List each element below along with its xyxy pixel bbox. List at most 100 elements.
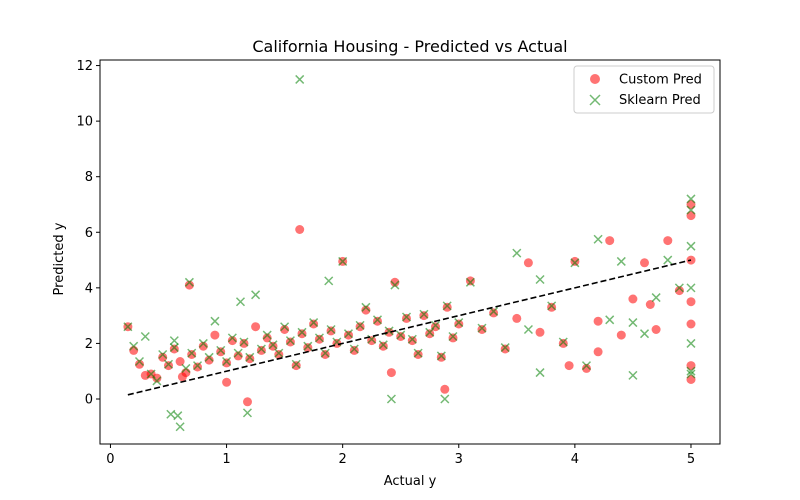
sklearn-pred-point xyxy=(628,318,638,328)
sklearn-pred-point xyxy=(274,348,284,358)
legend-box xyxy=(573,65,715,114)
custom-pred-point xyxy=(239,338,249,348)
sklearn-pred-point xyxy=(558,337,568,347)
custom-pred-point xyxy=(640,258,649,268)
sklearn-pred-point xyxy=(123,322,133,332)
sklearn-pred-point xyxy=(198,338,208,348)
sklearn-pred-point xyxy=(349,344,359,354)
custom-pred-point xyxy=(256,345,266,355)
sklearn-pred-point xyxy=(303,341,313,351)
custom-pred-point xyxy=(152,373,162,383)
sklearn-pred-point xyxy=(674,283,684,293)
sklearn-pred-point xyxy=(386,394,396,404)
sklearn-pred-point xyxy=(686,283,696,293)
sklearn-pred-point xyxy=(570,258,580,268)
sklearn-pred-point xyxy=(314,333,324,343)
sklearn-pred-point xyxy=(477,323,487,333)
custom-pred-point xyxy=(593,347,603,357)
sklearn-pred-point xyxy=(184,277,194,287)
custom-pred-point xyxy=(454,319,464,329)
sklearn-pred-point xyxy=(166,409,176,419)
sklearn-pred-point xyxy=(686,366,696,376)
custom-pred-point xyxy=(593,316,603,326)
sklearn-pred-point xyxy=(181,363,191,373)
custom-pred-point xyxy=(355,322,365,332)
sklearn-pred-point xyxy=(605,315,615,325)
sklearn-pred-point xyxy=(256,344,266,354)
custom-pred-point xyxy=(436,352,446,362)
x-tick-label: 4 xyxy=(571,452,579,467)
custom-pred-point xyxy=(651,325,661,334)
sklearn-pred-point xyxy=(523,324,533,335)
sklearn-pred-point xyxy=(390,280,400,290)
sklearn-pred-point xyxy=(242,408,252,418)
custom-pred-point xyxy=(344,330,353,340)
custom-pred-point xyxy=(390,277,400,287)
custom-pred-point xyxy=(169,344,179,354)
sklearn-pred-point xyxy=(500,343,510,353)
y-tick-label: 4 xyxy=(85,281,93,296)
custom-pred-point xyxy=(222,377,232,387)
sklearn-pred-point xyxy=(146,369,156,379)
sklearn-pred-point xyxy=(152,376,162,386)
sklearn-pred-point xyxy=(338,256,348,266)
sklearn-pred-point xyxy=(326,324,336,335)
sklearn-pred-point xyxy=(216,345,226,355)
legend: Custom Pred Sklearn Pred xyxy=(573,65,715,114)
custom-pred-point xyxy=(227,336,237,346)
sklearn-pred-point xyxy=(535,274,545,285)
sklearn-pred-point xyxy=(593,234,603,244)
custom-pred-point xyxy=(477,325,487,334)
custom-pred-point xyxy=(295,225,305,234)
custom-pred-point xyxy=(448,333,458,343)
custom-pred-point xyxy=(291,361,301,371)
sklearn-pred-point xyxy=(413,348,423,358)
legend-marker-sklearn-pred xyxy=(589,94,601,106)
sklearn-pred-point xyxy=(285,336,295,346)
y-tick-label: 12 xyxy=(76,59,93,74)
custom-pred-point xyxy=(326,326,336,336)
sklearn-pred-point xyxy=(686,369,696,379)
sklearn-pred-point xyxy=(222,356,232,367)
custom-pred-point xyxy=(616,330,626,340)
sklearn-pred-point xyxy=(233,348,243,358)
custom-pred-point xyxy=(407,336,417,346)
custom-pred-point xyxy=(465,276,475,286)
sklearn-pred-point xyxy=(235,297,246,307)
sklearn-pred-point xyxy=(448,331,458,341)
custom-pred-point xyxy=(523,258,533,268)
y-tick-label: 2 xyxy=(85,337,93,352)
custom-pred-point xyxy=(378,341,388,351)
custom-pred-point xyxy=(558,338,568,348)
sklearn-pred-point xyxy=(686,338,696,348)
sklearn-pred-point xyxy=(440,394,450,404)
y-tick-label: 6 xyxy=(85,226,93,241)
custom-pred-point xyxy=(686,255,696,265)
custom-pred-point xyxy=(361,305,371,315)
sklearn-pred-point xyxy=(140,331,150,341)
custom-pred-point xyxy=(233,351,243,361)
legend-marker-custom-pred xyxy=(590,74,600,84)
y-tick-label: 0 xyxy=(85,392,93,407)
axes-frame xyxy=(99,59,721,445)
custom-pred-point xyxy=(274,350,284,359)
sklearn-pred-point xyxy=(628,370,638,380)
custom-pred-point xyxy=(193,362,202,372)
legend-label-sklearn-pred: Sklearn Pred xyxy=(619,93,701,108)
sklearn-pred-point xyxy=(407,334,417,344)
sklearn-pred-point xyxy=(442,301,452,311)
custom-pred-point xyxy=(314,334,324,344)
custom-pred-point xyxy=(251,322,261,332)
custom-pred-point xyxy=(425,329,435,339)
sklearn-pred-point xyxy=(547,301,557,311)
sklearn-pred-point xyxy=(581,361,592,371)
custom-pred-point xyxy=(384,327,394,337)
sklearn-pred-point xyxy=(210,316,220,326)
x-axis-label: Actual y xyxy=(384,474,437,489)
sklearn-pred-point xyxy=(295,74,305,84)
custom-pred-point xyxy=(674,286,684,296)
y-tick-label: 8 xyxy=(85,170,93,185)
custom-pred-point xyxy=(512,313,522,323)
plot-area xyxy=(123,74,696,432)
